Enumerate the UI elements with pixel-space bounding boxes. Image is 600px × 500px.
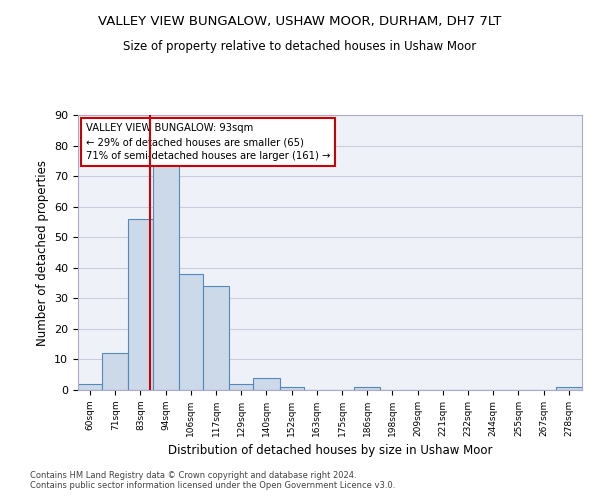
Bar — [556, 387, 582, 390]
Bar — [203, 286, 229, 390]
Bar — [78, 384, 102, 390]
Text: VALLEY VIEW BUNGALOW: 93sqm
← 29% of detached houses are smaller (65)
71% of sem: VALLEY VIEW BUNGALOW: 93sqm ← 29% of det… — [86, 123, 330, 161]
X-axis label: Distribution of detached houses by size in Ushaw Moor: Distribution of detached houses by size … — [168, 444, 492, 458]
Bar — [354, 387, 380, 390]
Bar — [179, 274, 203, 390]
Bar — [253, 378, 280, 390]
Text: VALLEY VIEW BUNGALOW, USHAW MOOR, DURHAM, DH7 7LT: VALLEY VIEW BUNGALOW, USHAW MOOR, DURHAM… — [98, 15, 502, 28]
Text: Size of property relative to detached houses in Ushaw Moor: Size of property relative to detached ho… — [124, 40, 476, 53]
Bar — [128, 219, 152, 390]
Bar — [152, 158, 179, 390]
Y-axis label: Number of detached properties: Number of detached properties — [35, 160, 49, 346]
Text: Contains HM Land Registry data © Crown copyright and database right 2024.
Contai: Contains HM Land Registry data © Crown c… — [30, 470, 395, 490]
Bar — [280, 387, 304, 390]
Bar — [102, 354, 128, 390]
Bar — [229, 384, 253, 390]
